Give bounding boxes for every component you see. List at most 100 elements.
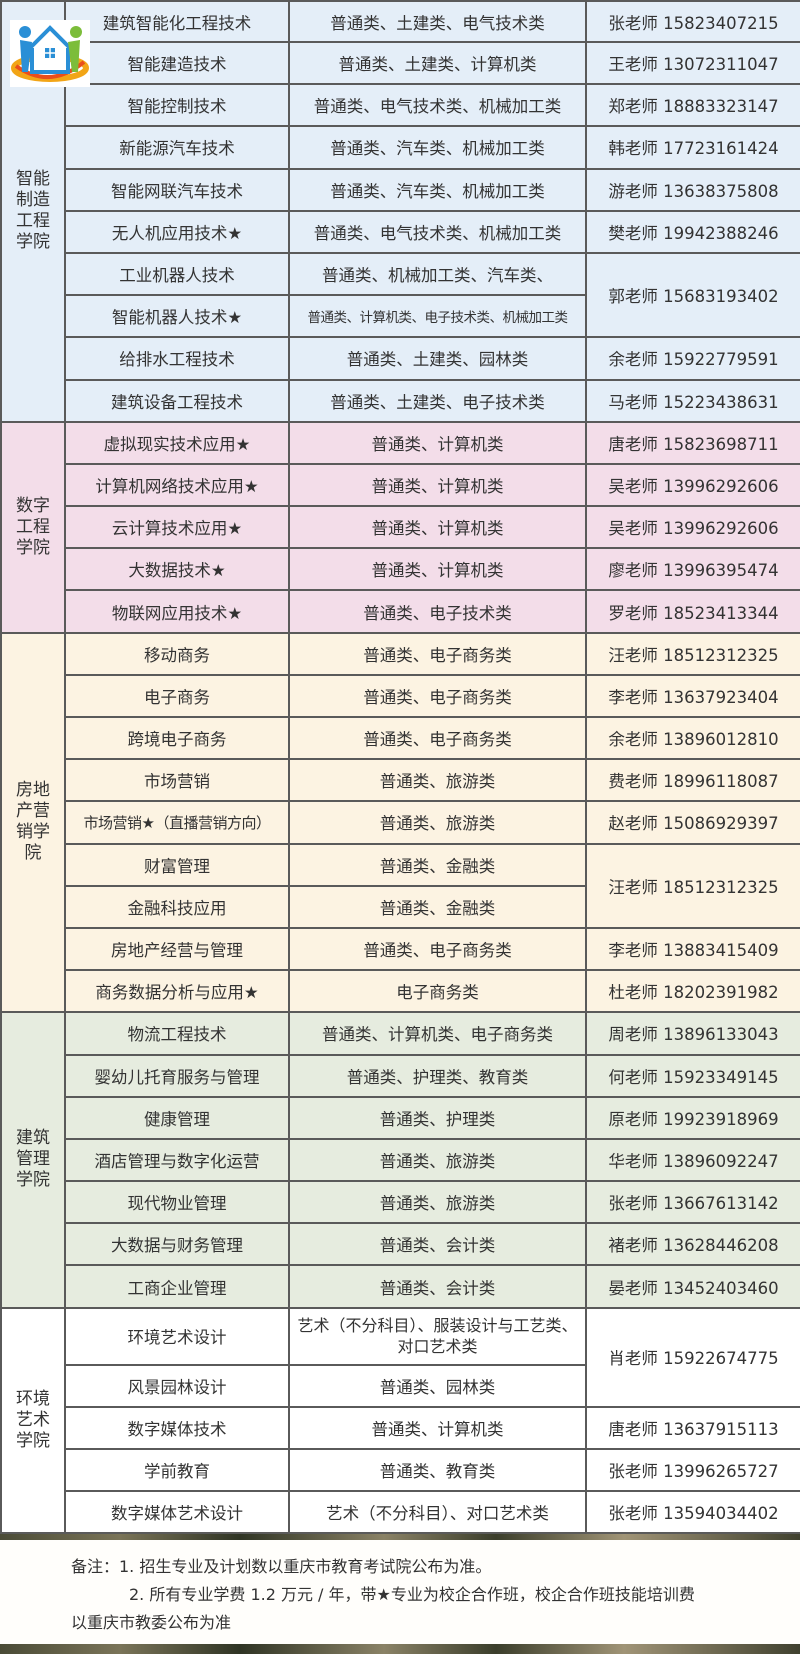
contact-cell: 唐老师 15823698711: [585, 420, 800, 465]
table-row: 环境 艺术 学院 环境艺术设计 艺术（不分科目）、服装设计与工艺类、对口艺术类 肖老师 1…: [0, 1306, 800, 1535]
category-cell: 普通类、护理类、教育类: [288, 1053, 587, 1098]
note-line-2: 2. 所有专业学费 1.2 万元 / 年，带★专业为校企合作班，校企合作班技能培…: [129, 1585, 695, 1604]
major-cell: 智能建造技术: [64, 40, 290, 86]
table-row: 计算机网络技术应用★ 普通类、计算机类 吴老师 13996292606: [1, 462, 800, 508]
category-cell: 普通类、汽车类、机械加工类: [288, 125, 587, 170]
college-name-line: 建筑: [16, 1128, 50, 1149]
table-row: 工商企业管理 普通类、会计类 晏老师 13452403460: [1, 1264, 800, 1309]
contact-cell: 肖老师 15922674775: [585, 1306, 800, 1408]
major-cell: 建筑设备工程技术: [64, 378, 290, 423]
college-name-line: 产营: [16, 801, 50, 822]
category-cell: 普通类、电子商务类: [288, 926, 587, 972]
category-cell: 普通类、旅游类: [288, 758, 587, 803]
major-cell: 给排水工程技术: [64, 336, 290, 381]
contact-cell: 王老师 13072311047: [585, 40, 800, 86]
college-name-cell: 数字 工程 学院: [0, 420, 66, 634]
college-name-cell: 房地 产营 销学院: [0, 631, 66, 1014]
table-row: 财富管理 普通类、金融类 汪老师 18512312325: [1, 842, 800, 929]
category-cell: 普通类、电气技术类、机械加工类: [288, 83, 587, 128]
contact-cell: 余老师 13896012810: [585, 715, 800, 761]
table-row: 数字 工程 学院 虚拟现实技术应用★ 普通类、计算机类 唐老师 15823698711: [0, 420, 800, 634]
major-cell: 移动商务: [64, 631, 290, 676]
category-cell: 普通类、土建类、计算机类: [288, 40, 587, 86]
category-cell: 普通类、旅游类: [288, 800, 587, 845]
college-name-cell: 环境 艺术 学院: [0, 1306, 66, 1535]
table-row: 数字媒体技术 普通类、计算机类 唐老师 13637915113: [1, 1405, 800, 1451]
contact-cell: 汪老师 18512312325: [585, 631, 800, 676]
category-cell: 普通类、金融类: [288, 884, 587, 929]
table-row: 房地 产营 销学院移动商务 普通类、电子商务类 汪老师 18512312325: [0, 631, 800, 1014]
category-cell: 普通类、计算机类: [288, 547, 587, 592]
table-row: 跨境电子商务 普通类、电子商务类 余老师 13896012810: [1, 715, 800, 761]
major-cell: 现代物业管理: [64, 1180, 290, 1225]
category-cell: 普通类、计算机类、电子商务类: [288, 1011, 587, 1056]
category-cell: 普通类、电子商务类: [288, 631, 587, 676]
college-name-line: 数字: [16, 495, 50, 516]
major-cell: 建筑智能化工程技术: [64, 0, 290, 43]
major-cell: 云计算技术应用★: [64, 505, 290, 550]
major-cell: 工商企业管理: [64, 1264, 290, 1309]
college-name-line: 销学: [16, 822, 50, 843]
table-row: 现代物业管理 普通类、旅游类 张老师 13667613142: [1, 1180, 800, 1225]
contact-cell: 费老师 18996118087: [585, 758, 800, 803]
college-name-line: 工程: [16, 516, 50, 537]
majors-table: 智能 制造 工程 学院 建筑智能化工程技术 普通类、土建类、电气技术类 张老师 158234…: [0, 0, 800, 1535]
contact-cell: 杜老师 18202391982: [585, 969, 800, 1014]
table-row: 物联网应用技术★ 普通类、电子技术类 罗老师 18523413344: [1, 589, 800, 634]
college-name-line: 学院: [16, 1170, 50, 1191]
table-row: 婴幼儿托育服务与管理 普通类、护理类、教育类 何老师 15923349145: [1, 1053, 800, 1098]
college-name-line: 学院: [16, 537, 50, 558]
contact-cell: 汪老师 18512312325: [585, 842, 800, 929]
notes-box: 备注：1. 招生专业及计划数以重庆市教育考试院公布为准。 2. 所有专业学费 1…: [0, 1540, 800, 1644]
major-cell: 工业机器人技术: [64, 251, 290, 297]
contact-cell: 郭老师 15683193402: [585, 251, 800, 339]
category-cell: 普通类、计算机类: [288, 1405, 587, 1451]
category-cell: 普通类、金融类: [288, 842, 587, 887]
contact-cell: 赵老师 15086929397: [585, 800, 800, 845]
contact-cell: 张老师 13594034402: [585, 1490, 800, 1535]
table-row: 云计算技术应用★ 普通类、计算机类 吴老师 13996292606: [1, 505, 800, 550]
college-name-line: 艺术: [16, 1410, 50, 1430]
note-line-1: 备注：1. 招生专业及计划数以重庆市教育考试院公布为准。: [71, 1557, 492, 1576]
contact-cell: 张老师 15823407215: [585, 0, 800, 43]
category-cell: 普通类、电子商务类: [288, 673, 587, 719]
major-cell: 数字媒体技术: [64, 1405, 290, 1451]
contact-cell: 张老师 13996265727: [585, 1447, 800, 1493]
category-cell: 普通类、土建类、园林类: [288, 336, 587, 381]
category-cell: 普通类、计算机类: [288, 420, 587, 465]
contact-cell: 李老师 13883415409: [585, 926, 800, 972]
category-cell: 普通类、护理类: [288, 1095, 587, 1140]
contact-cell: 罗老师 18523413344: [585, 589, 800, 634]
table-row: 商务数据分析与应用★ 电子商务类 杜老师 18202391982: [1, 969, 800, 1014]
contact-cell: 余老师 15922779591: [585, 336, 800, 381]
major-cell: 房地产经营与管理: [64, 926, 290, 972]
major-cell: 商务数据分析与应用★: [64, 969, 290, 1014]
contact-cell: 褚老师 13628446208: [585, 1222, 800, 1267]
contact-cell: 原老师 19923918969: [585, 1095, 800, 1140]
table-row: 新能源汽车技术 普通类、汽车类、机械加工类 韩老师 17723161424: [1, 125, 800, 170]
contact-cell: 马老师 15223438631: [585, 378, 800, 423]
college-name-line: 院: [24, 843, 42, 864]
table-row: 建筑 管理 学院 物流工程技术 普通类、计算机类、电子商务类 周老师 1389613304…: [0, 1011, 800, 1309]
contact-cell: 韩老师 17723161424: [585, 125, 800, 170]
table-row: 金融科技应用 普通类、金融类: [1, 884, 800, 929]
contact-cell: 游老师 13638375808: [585, 167, 800, 212]
table-row: 无人机应用技术★ 普通类、电气技术类、机械加工类 樊老师 19942388246: [1, 209, 800, 254]
category-cell: 艺术（不分科目）、对口艺术类: [288, 1490, 587, 1535]
contact-cell: 吴老师 13996292606: [585, 462, 800, 508]
major-cell: 物联网应用技术★: [64, 589, 290, 634]
table-row: 酒店管理与数字化运营 普通类、旅游类 华老师 13896092247: [1, 1137, 800, 1183]
contact-cell: 李老师 13637923404: [585, 673, 800, 719]
college-name-line: 管理: [16, 1149, 50, 1170]
category-cell: 普通类、旅游类: [288, 1137, 587, 1183]
college-name-line: 智能: [16, 169, 50, 190]
major-cell: 电子商务: [64, 673, 290, 719]
table-row: 房地产经营与管理 普通类、电子商务类 李老师 13883415409: [1, 926, 800, 972]
category-cell: 普通类、计算机类: [288, 505, 587, 550]
category-cell: 普通类、会计类: [288, 1222, 587, 1267]
major-cell: 智能控制技术: [64, 83, 290, 128]
major-cell: 智能网联汽车技术: [64, 167, 290, 212]
major-cell: 财富管理: [64, 842, 290, 887]
major-cell: 大数据技术★: [64, 547, 290, 592]
table-row: 数字媒体艺术设计 艺术（不分科目）、对口艺术类 张老师 13594034402: [1, 1490, 800, 1535]
